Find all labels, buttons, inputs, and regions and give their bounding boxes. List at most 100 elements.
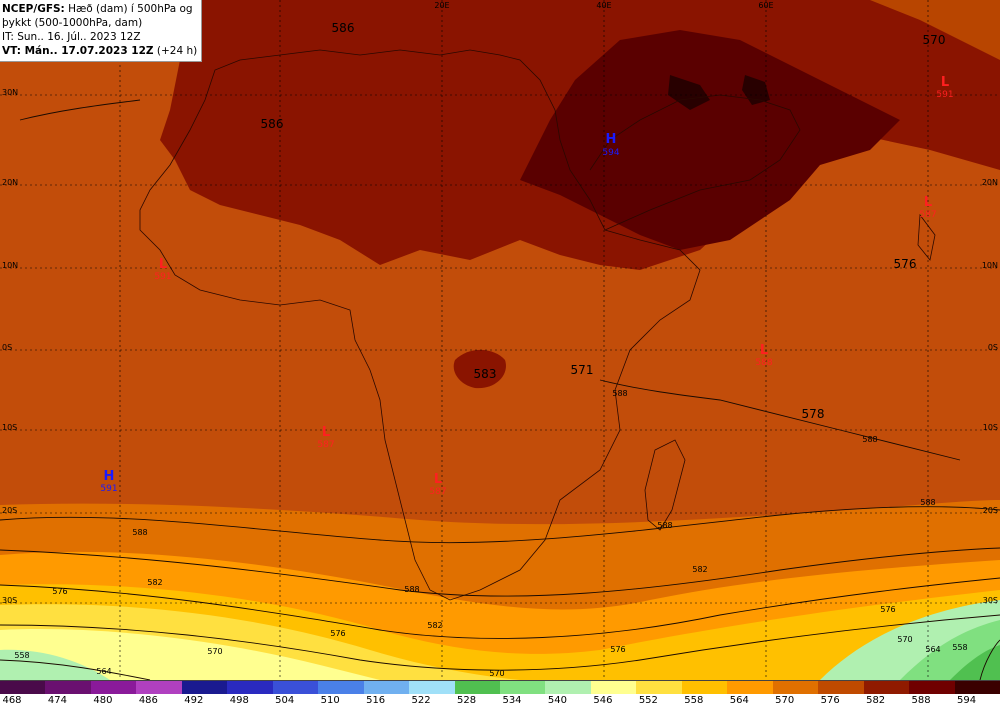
- map-info-box: NCEP/GFS: Hæð (dam) í 500hPa og þykkt (5…: [0, 0, 203, 62]
- low-center: L 591: [936, 75, 953, 100]
- colorbar-label: 510: [320, 695, 340, 706]
- lat-label: 30S: [2, 596, 17, 605]
- thickness-fill-570-ne: [870, 0, 1000, 60]
- info-line-4: VT: Mán.. 17.07.2023 12Z (+24 h): [2, 44, 197, 58]
- contour-label: 588: [862, 435, 877, 444]
- colorbar-swatch: [818, 681, 864, 694]
- low-center: L 588: [755, 343, 772, 368]
- thickness-fill-588: [520, 30, 900, 250]
- center-type: L: [159, 257, 167, 272]
- colorbar-swatch: [181, 681, 228, 694]
- high-center: H 591: [100, 469, 117, 494]
- info-model: NCEP/GFS:: [2, 3, 65, 15]
- colorbar-swatch: [909, 681, 955, 694]
- lat-label: 10S: [983, 423, 998, 432]
- thickness-fill-540: [0, 649, 110, 680]
- contour-label: 588: [132, 528, 147, 537]
- lat-lon-grid: [0, 0, 1000, 680]
- colorbar-swatch: [272, 681, 319, 694]
- thickness-label: 570: [923, 33, 946, 47]
- center-value: 587: [429, 487, 446, 497]
- lat-labels-left: 30N 20N 10N 0S 10S 20S 30S: [2, 88, 18, 605]
- contour-label: 588: [657, 521, 672, 530]
- colorbar-swatch: [772, 681, 819, 694]
- lat-label: 20S: [983, 506, 998, 515]
- colorbar-label: 516: [366, 695, 386, 706]
- center-type: L: [322, 425, 330, 440]
- colorbar-label: 552: [638, 695, 658, 706]
- lon-labels: 20E 40E 60E: [434, 1, 773, 10]
- lat-label: 10N: [2, 261, 18, 270]
- lat-label: 20N: [2, 178, 18, 187]
- colorbar-label: 504: [275, 695, 295, 706]
- colorbar-label: 492: [184, 695, 204, 706]
- colorbar-label: 588: [911, 695, 931, 706]
- colorbar-label: 486: [138, 695, 158, 706]
- colorbar-swatch: [136, 681, 182, 694]
- colorbar-labels: 468 474 480 486 492 498 504 510 516 522 528 534 540 5…: [0, 694, 1000, 710]
- center-value: 591: [936, 90, 953, 100]
- colorbar-swatch: [727, 681, 773, 694]
- center-type: L: [924, 195, 932, 210]
- colorbar-label: 522: [411, 695, 431, 706]
- info-line-2: þykkt (500-1000hPa, dam): [2, 17, 143, 29]
- info-lead-time: (+24 h): [153, 45, 198, 57]
- lat-label: 10N: [982, 261, 998, 270]
- colorbar-label: 468: [2, 695, 22, 706]
- contour-label: 558: [14, 651, 29, 660]
- colorbar-label: 528: [456, 695, 477, 706]
- low-center: L 587: [429, 472, 446, 497]
- lon-label: 40E: [596, 1, 611, 10]
- colorbar-swatch: [45, 681, 91, 694]
- thickness-fill-528-se: [950, 645, 1000, 680]
- thickness-label: 586: [261, 117, 284, 131]
- contour-label: 588: [612, 389, 627, 398]
- colorbar-swatch: [454, 681, 500, 694]
- lat-labels: 20N 10N 0S 10S 20S 30S: [982, 178, 998, 605]
- thickness-label: 586: [332, 21, 355, 35]
- contour-label: 570: [489, 669, 504, 678]
- thickness-label: 576: [894, 257, 917, 271]
- colorbar-label: 564: [729, 695, 749, 706]
- coastlines: [139, 49, 936, 601]
- contour-label: 570: [897, 635, 912, 644]
- colorbar-swatch: [545, 681, 591, 694]
- thickness-labels: 586 586 583 571 578 576 570: [261, 21, 946, 421]
- thickness-fill-594: [742, 75, 770, 105]
- lat-label: 20N: [982, 178, 998, 187]
- contour-label: 576: [52, 587, 67, 596]
- contour-label: 588: [920, 498, 935, 507]
- colorbar-swatch: [0, 681, 46, 694]
- colorbar-swatch: [499, 681, 546, 694]
- colorbar-swatch: [954, 681, 1000, 694]
- lat-label: 30S: [983, 596, 998, 605]
- colorbar-swatch: [636, 681, 682, 694]
- center-value: 591: [154, 272, 171, 282]
- height-contours: [0, 99, 1000, 680]
- center-type: H: [104, 469, 115, 484]
- contour-label: 582: [147, 578, 162, 587]
- info-line-1: NCEP/GFS: Hæð (dam) í 500hPa og: [2, 2, 197, 16]
- thickness-label: 578: [802, 407, 825, 421]
- colorbar-label: 570: [775, 695, 795, 706]
- contour-label: 570: [207, 647, 222, 656]
- colorbar-swatch: [90, 681, 137, 694]
- high-center: H 594: [602, 132, 619, 158]
- contour-label: 564: [925, 645, 940, 654]
- center-type: H: [606, 132, 617, 147]
- thickness-label: 583: [474, 367, 497, 381]
- map-canvas: 20N 10N 0S 10S 20S 30S 30N 20N 10N 0S 10…: [0, 0, 1000, 680]
- lat-label: 10S: [2, 423, 17, 432]
- colorbar-swatch: [363, 681, 410, 694]
- contour-label: 564: [96, 667, 111, 676]
- colorbar-label: 576: [820, 695, 840, 706]
- center-type: L: [760, 343, 768, 358]
- contour-label: 576: [330, 629, 345, 638]
- center-value: 587: [919, 210, 936, 220]
- thickness-fill-594: [668, 75, 710, 110]
- contour-label: 576: [880, 605, 895, 614]
- colorbar-swatch: [681, 681, 728, 694]
- center-value: 587: [317, 440, 334, 450]
- thickness-fill-546: [0, 629, 380, 680]
- center-type: L: [941, 75, 949, 90]
